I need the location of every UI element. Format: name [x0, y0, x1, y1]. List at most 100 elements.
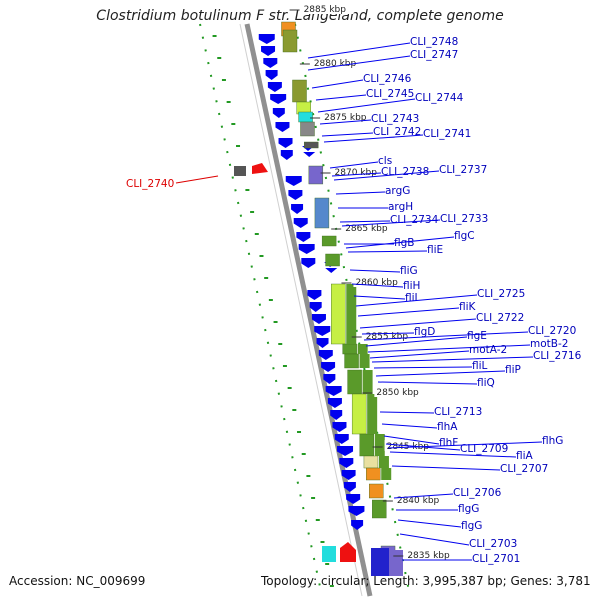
cog-block[interactable]: [292, 79, 307, 103]
gene-arrow[interactable]: [288, 190, 303, 200]
gene-arrow[interactable]: [351, 520, 364, 530]
gene-label[interactable]: flgC: [454, 230, 475, 242]
gene-arrow[interactable]: [293, 218, 308, 228]
cog-block[interactable]: [308, 165, 324, 185]
cog-block-inner[interactable]: [362, 370, 373, 394]
cog-block[interactable]: [300, 121, 315, 137]
gene-label[interactable]: CLI_2713: [434, 406, 482, 418]
gene-arrow[interactable]: [309, 302, 322, 312]
gene-label[interactable]: CLI_2706: [453, 487, 502, 499]
gene-label[interactable]: CLI_2743: [371, 113, 419, 125]
gene-label[interactable]: CLI_2741: [423, 128, 471, 140]
gene-label[interactable]: CLI_2742: [373, 126, 421, 138]
cog-block-inner[interactable]: [381, 468, 392, 480]
gene-label[interactable]: CLI_2701: [472, 553, 520, 565]
cog-block-inner[interactable]: [346, 284, 357, 344]
gene-arrow[interactable]: [263, 58, 278, 68]
gene-arrow[interactable]: [334, 434, 349, 444]
gene-label[interactable]: CLI_2734: [390, 214, 439, 226]
cog-block[interactable]: [331, 283, 346, 345]
gene-arrow[interactable]: [332, 422, 347, 432]
gene-label[interactable]: fliI: [405, 292, 418, 304]
gene-arrow[interactable]: [341, 470, 356, 480]
gene-arrow[interactable]: [330, 410, 343, 420]
gene-arrow[interactable]: [339, 458, 354, 468]
reverse-gene-arrow[interactable]: [252, 163, 268, 174]
cog-block[interactable]: [304, 141, 319, 149]
gene-label[interactable]: fliQ: [477, 377, 495, 389]
gene-label[interactable]: argH: [388, 201, 413, 213]
reverse-gene[interactable]: [234, 166, 246, 176]
cog-block[interactable]: [363, 455, 379, 469]
gene-arrow[interactable]: [261, 46, 276, 56]
gene-arrow[interactable]: [325, 386, 342, 396]
gene-arrow[interactable]: [278, 138, 293, 148]
gene-arrow-small[interactable]: [325, 268, 338, 273]
cog-block[interactable]: [282, 29, 298, 53]
gene-label[interactable]: CLI_2748: [410, 36, 458, 48]
cog-block[interactable]: [372, 499, 387, 519]
gene-arrow[interactable]: [311, 314, 326, 324]
gene-arrow[interactable]: [280, 150, 293, 160]
gene-arrow[interactable]: [258, 34, 275, 44]
gene-label[interactable]: CLI_2745: [366, 88, 414, 100]
gene-label[interactable]: flgB: [394, 237, 414, 249]
gene-label[interactable]: motA-2: [469, 344, 507, 356]
gene-label[interactable]: CLI_2737: [439, 164, 487, 176]
cog-block[interactable]: [366, 467, 381, 481]
gene-arrow[interactable]: [348, 506, 365, 516]
cog-block[interactable]: [325, 253, 340, 267]
gene-arrow[interactable]: [270, 94, 287, 104]
gene-arrow[interactable]: [323, 374, 336, 384]
cog-block-inner[interactable]: [374, 434, 385, 456]
gene-block[interactable]: [371, 548, 389, 576]
gene-label[interactable]: CLI_2733: [440, 213, 488, 225]
left-gene-label[interactable]: CLI_2740: [126, 178, 174, 190]
cog-block[interactable]: [342, 343, 357, 355]
gene-arrow[interactable]: [307, 290, 322, 300]
gene-arrow[interactable]: [296, 232, 311, 242]
gene-arrow[interactable]: [327, 398, 342, 408]
gene-label[interactable]: CLI_2720: [528, 325, 576, 337]
gene-arrow[interactable]: [285, 176, 302, 186]
gene-label[interactable]: CLI_2707: [500, 463, 548, 475]
gene-arrow[interactable]: [272, 108, 285, 118]
cog-block[interactable]: [321, 235, 337, 247]
gene-arrow-small[interactable]: [303, 152, 316, 157]
gene-arrow[interactable]: [318, 350, 333, 360]
gene-label[interactable]: argG: [385, 185, 410, 197]
gene-arrow[interactable]: [321, 362, 336, 372]
cog-block-inner[interactable]: [367, 394, 378, 434]
gene-label[interactable]: flhG: [542, 435, 563, 447]
gene-label[interactable]: fliE: [427, 244, 443, 256]
gene-label[interactable]: flgG: [458, 503, 479, 515]
gene-label[interactable]: flgE: [467, 330, 487, 342]
cog-block-inner[interactable]: [357, 344, 368, 354]
gene-label[interactable]: flhA: [437, 421, 458, 433]
gene-label[interactable]: CLI_2744: [415, 92, 464, 104]
gene-arrow[interactable]: [275, 122, 290, 132]
cog-block[interactable]: [351, 393, 367, 435]
cog-block-inner[interactable]: [378, 456, 389, 468]
gene-label[interactable]: fliG: [400, 265, 418, 277]
gene-label[interactable]: CLI_2722: [476, 312, 524, 324]
cog-block[interactable]: [314, 197, 330, 229]
gene-arrow[interactable]: [265, 70, 278, 80]
cog-block[interactable]: [359, 433, 374, 457]
cog-block[interactable]: [298, 111, 313, 123]
gene-label[interactable]: flhF: [439, 437, 458, 449]
gene-arrow[interactable]: [343, 482, 356, 492]
gene-label[interactable]: fliK: [459, 301, 477, 313]
cog-block-inner[interactable]: [359, 354, 370, 368]
reverse-gene[interactable]: [322, 546, 336, 562]
gene-label[interactable]: fliA: [516, 450, 534, 462]
gene-label[interactable]: CLI_2716: [533, 350, 582, 362]
gene-label[interactable]: fliP: [505, 364, 521, 376]
cog-block[interactable]: [347, 369, 362, 395]
gene-arrow[interactable]: [316, 338, 329, 348]
gene-label[interactable]: CLI_2725: [477, 288, 525, 300]
gene-arrow[interactable]: [346, 494, 361, 504]
gene-arrow[interactable]: [337, 446, 354, 456]
cog-block[interactable]: [344, 353, 359, 369]
